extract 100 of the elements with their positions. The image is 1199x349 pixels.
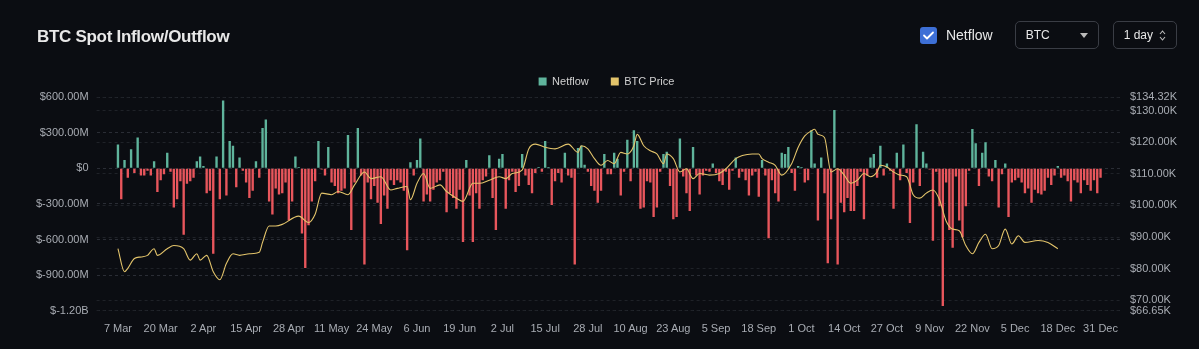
bar [971,129,974,168]
x-tick-label: 6 Jun [403,322,431,335]
x-tick-label: 15 Apr [230,322,263,335]
bar [672,168,675,220]
bar [225,168,228,196]
text: BTC [1025,28,1050,42]
bar [205,168,208,194]
x-tick-label: 1 Oct [788,322,815,335]
x-tick-label: 2 Apr [190,322,217,335]
bar [833,110,836,168]
bar [810,130,813,168]
bar [984,142,987,168]
x-tick-label: 18 Sep [741,322,777,335]
y-tick-label: $-1.20B [50,303,89,316]
bar [560,168,563,183]
bar [997,168,1000,208]
legend-label: BTC Price [624,74,675,87]
bar [836,168,839,265]
y-tick-label: $600.00M [39,90,89,103]
y2-tick-label: $120.00K [1129,135,1178,148]
y2-tick-label: $130.00K [1129,103,1178,116]
bar [787,146,790,168]
bar [248,168,251,198]
bar [455,168,458,209]
bar [606,168,609,175]
bar [330,168,333,183]
x-tick-label: 19 Jun [443,322,477,335]
chart-title: BTC Spot Inflow/Outflow [37,27,230,47]
bar [961,168,964,238]
x-tick-label: 5 Sep [701,322,731,335]
x-tick-label: 23 Aug [656,322,691,335]
y2-tick-label: $90.00K [1129,230,1172,243]
y2-tick-label: $134.32K [1129,90,1178,103]
x-tick-label: 11 May [313,322,350,335]
bar [514,168,517,193]
x-tick-label: 20 Mar [143,322,179,335]
x-tick-label: 10 Aug [613,322,648,335]
x-tick-label: 9 Nov [915,322,945,335]
bar [271,168,274,215]
x-tick-label: 28 Jul [573,322,603,335]
bar [951,168,954,248]
y2-tick-label: $70.00K [1129,293,1172,306]
bar [994,159,997,168]
bar [777,168,780,202]
y-tick-label: $-900.00M [35,268,89,281]
legend-label: Netflow [552,74,589,87]
x-tick-label: 27 Oct [870,322,904,335]
y2-tick-label: $66.65K [1129,303,1172,316]
bar [445,168,448,213]
bar [915,124,918,168]
bar [721,168,724,185]
bar [1030,168,1033,203]
x-tick-label: 2 Jul [490,322,515,335]
bar [626,139,629,168]
bar [422,168,425,202]
bar [902,144,905,168]
y-tick-label: $300.00M [39,125,89,138]
x-tick-label: 7 Mar [103,322,133,335]
line-series [117,128,1059,281]
text: Netflow [945,27,993,43]
x-tick-label: 31 Dec [1083,322,1119,335]
y-tick-label: $0 [76,161,89,174]
y2-tick-label: $100.00K [1129,198,1178,211]
bar [879,145,882,168]
bar [478,168,481,209]
bar [192,168,195,178]
text: 1 day [1123,28,1153,42]
x-tick-label: 15 Jul [530,322,560,335]
x-tick-label: 18 Dec [1040,322,1076,335]
bar [767,168,770,239]
bar [317,140,320,168]
bar [1007,168,1010,217]
x-tick-label: 14 Oct [828,322,861,335]
y-tick-label: $-300.00M [35,196,89,209]
bar [156,168,159,193]
bar [629,168,632,182]
bar [294,156,297,168]
bar [675,168,678,217]
bar [882,168,885,176]
bar [1043,168,1046,191]
bar [892,168,895,209]
bar [215,156,218,168]
bar [238,157,241,168]
x-tick-label: 24 May [356,322,393,335]
y2-tick-label: $80.00K [1129,261,1172,274]
y2-tick-label: $110.00K [1129,166,1177,179]
bar [228,140,231,168]
bar [123,159,126,168]
bar [1089,168,1092,191]
bar [182,168,185,235]
bar [386,168,389,209]
bar [652,168,655,217]
bar [409,162,412,168]
x-tick-label: 5 Dec [1000,322,1030,335]
y-tick-label: $-600.00M [35,232,89,245]
bar [1040,168,1043,195]
x-tick-label: 28 Apr [272,322,306,335]
bar [133,168,136,174]
x-tick-label: 22 Nov [954,322,991,335]
bar [698,168,701,195]
